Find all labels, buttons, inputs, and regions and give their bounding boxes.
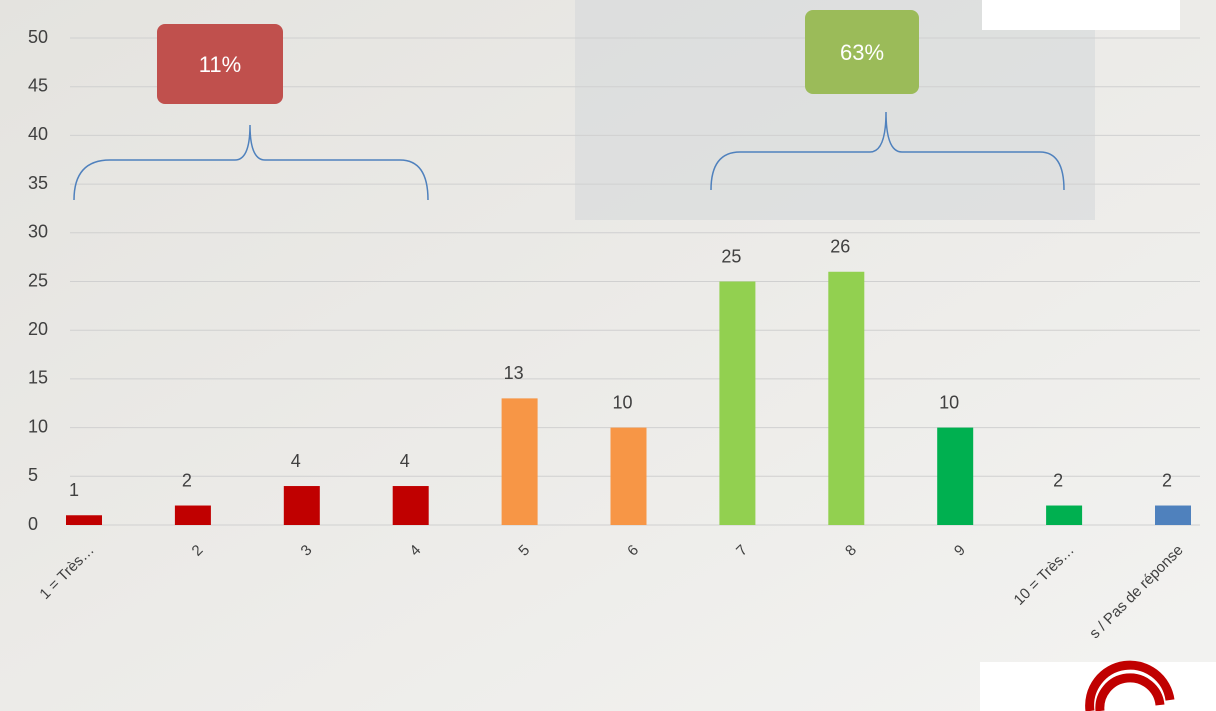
bar bbox=[502, 398, 538, 525]
bar bbox=[719, 282, 755, 526]
value-label: 2 bbox=[1162, 470, 1172, 490]
bar bbox=[175, 506, 211, 525]
y-tick-label: 10 bbox=[28, 416, 48, 436]
callout-label: 63% bbox=[840, 40, 884, 65]
bar bbox=[1155, 506, 1191, 525]
y-tick-label: 0 bbox=[28, 514, 38, 534]
bar bbox=[393, 486, 429, 525]
y-tick-label: 15 bbox=[28, 368, 48, 388]
y-tick-label: 25 bbox=[28, 270, 48, 290]
bar bbox=[611, 428, 647, 525]
bar bbox=[937, 428, 973, 525]
value-label: 4 bbox=[291, 451, 301, 471]
y-tick-label: 40 bbox=[28, 124, 48, 144]
y-tick-label: 45 bbox=[28, 75, 48, 95]
bar bbox=[1046, 506, 1082, 525]
value-label: 13 bbox=[504, 363, 524, 383]
chart: 11% 63% 0510152025303540455011 = Très…22… bbox=[0, 0, 1216, 711]
callout-label: 11% bbox=[199, 52, 241, 77]
y-tick-label: 30 bbox=[28, 222, 48, 242]
y-tick-label: 35 bbox=[28, 173, 48, 193]
value-label: 25 bbox=[721, 246, 741, 266]
y-tick-label: 5 bbox=[28, 465, 38, 485]
value-label: 4 bbox=[400, 451, 410, 471]
y-tick-label: 50 bbox=[28, 27, 48, 47]
value-label: 2 bbox=[1053, 470, 1063, 490]
value-label: 2 bbox=[182, 470, 192, 490]
y-tick-label: 20 bbox=[28, 319, 48, 339]
value-label: 26 bbox=[830, 237, 850, 257]
logo-box bbox=[982, 0, 1180, 30]
bar bbox=[66, 515, 102, 525]
value-label: 1 bbox=[69, 480, 79, 500]
value-label: 10 bbox=[612, 392, 632, 412]
bar bbox=[284, 486, 320, 525]
value-label: 10 bbox=[939, 392, 959, 412]
bar bbox=[828, 272, 864, 525]
